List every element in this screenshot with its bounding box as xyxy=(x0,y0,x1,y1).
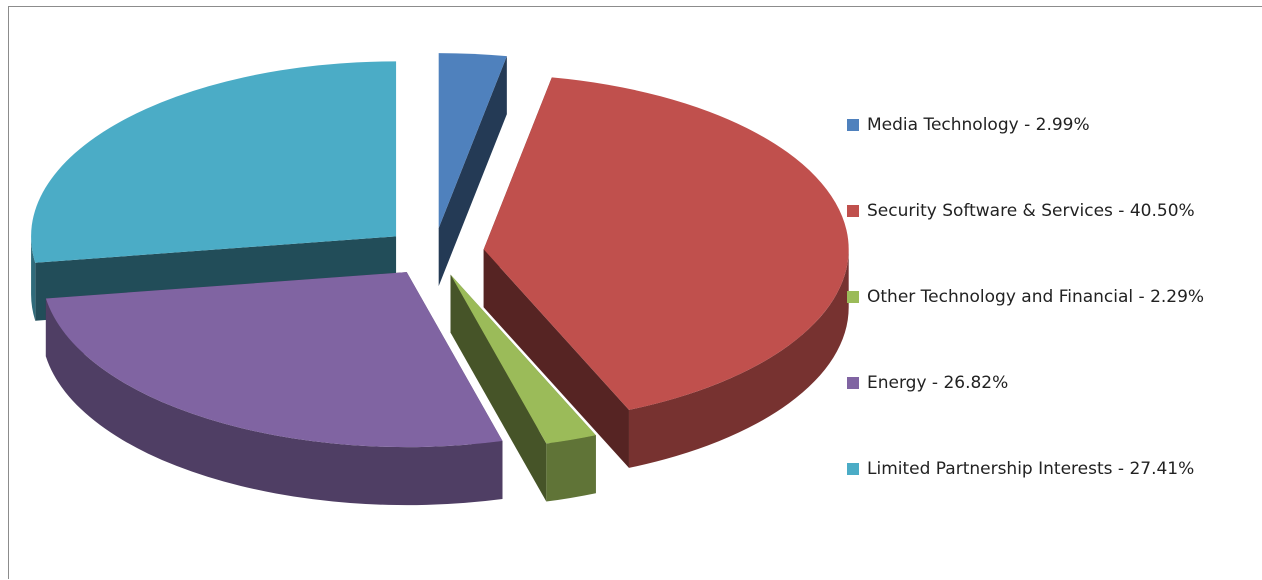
slice-wall xyxy=(450,274,547,502)
pie-slice-other-technology-and-financial xyxy=(450,274,596,502)
legend-label-other-technology: Other Technology and Financial - 2.29% xyxy=(867,287,1205,307)
slice-wall xyxy=(438,56,507,287)
legend-item-media-technology: Media Technology - 2.99% xyxy=(847,113,1090,137)
legend-swatch-energy xyxy=(847,377,859,389)
pie-slice-security-software-services xyxy=(483,77,849,468)
legend-swatch-limited-partnership xyxy=(847,463,859,475)
slice-rim xyxy=(45,298,503,506)
legend-label-security-software: Security Software & Services - 40.50% xyxy=(867,201,1195,221)
pie-slice-energy xyxy=(45,272,503,506)
legend-label-energy: Energy - 26.82% xyxy=(867,373,1009,393)
legend-item-limited-partnership: Limited Partnership Interests - 27.41% xyxy=(847,457,1194,481)
slice-top xyxy=(438,53,507,229)
legend-item-security-software: Security Software & Services - 40.50% xyxy=(847,199,1195,223)
legend-swatch-media-technology xyxy=(847,119,859,131)
legend-item-other-technology: Other Technology and Financial - 2.29% xyxy=(847,285,1204,309)
slice-rim xyxy=(31,236,36,321)
slice-top xyxy=(450,274,596,444)
pie-chart xyxy=(31,53,849,506)
legend-swatch-security-software xyxy=(847,205,859,217)
slice-top xyxy=(31,61,397,263)
legend-label-media-technology: Media Technology - 2.99% xyxy=(867,115,1090,135)
chart-area: Media Technology - 2.99% Security Softwa… xyxy=(8,6,1262,579)
legend-swatch-other-technology xyxy=(847,291,859,303)
slice-top xyxy=(45,272,503,448)
slice-rim xyxy=(546,435,596,502)
slice-rim xyxy=(628,249,849,468)
pie-slice-media-technology xyxy=(438,53,507,287)
slice-top xyxy=(483,77,849,410)
legend-item-energy: Energy - 26.82% xyxy=(847,371,1008,395)
legend-label-limited-partnership: Limited Partnership Interests - 27.41% xyxy=(867,459,1195,479)
slice-wall xyxy=(483,249,629,468)
